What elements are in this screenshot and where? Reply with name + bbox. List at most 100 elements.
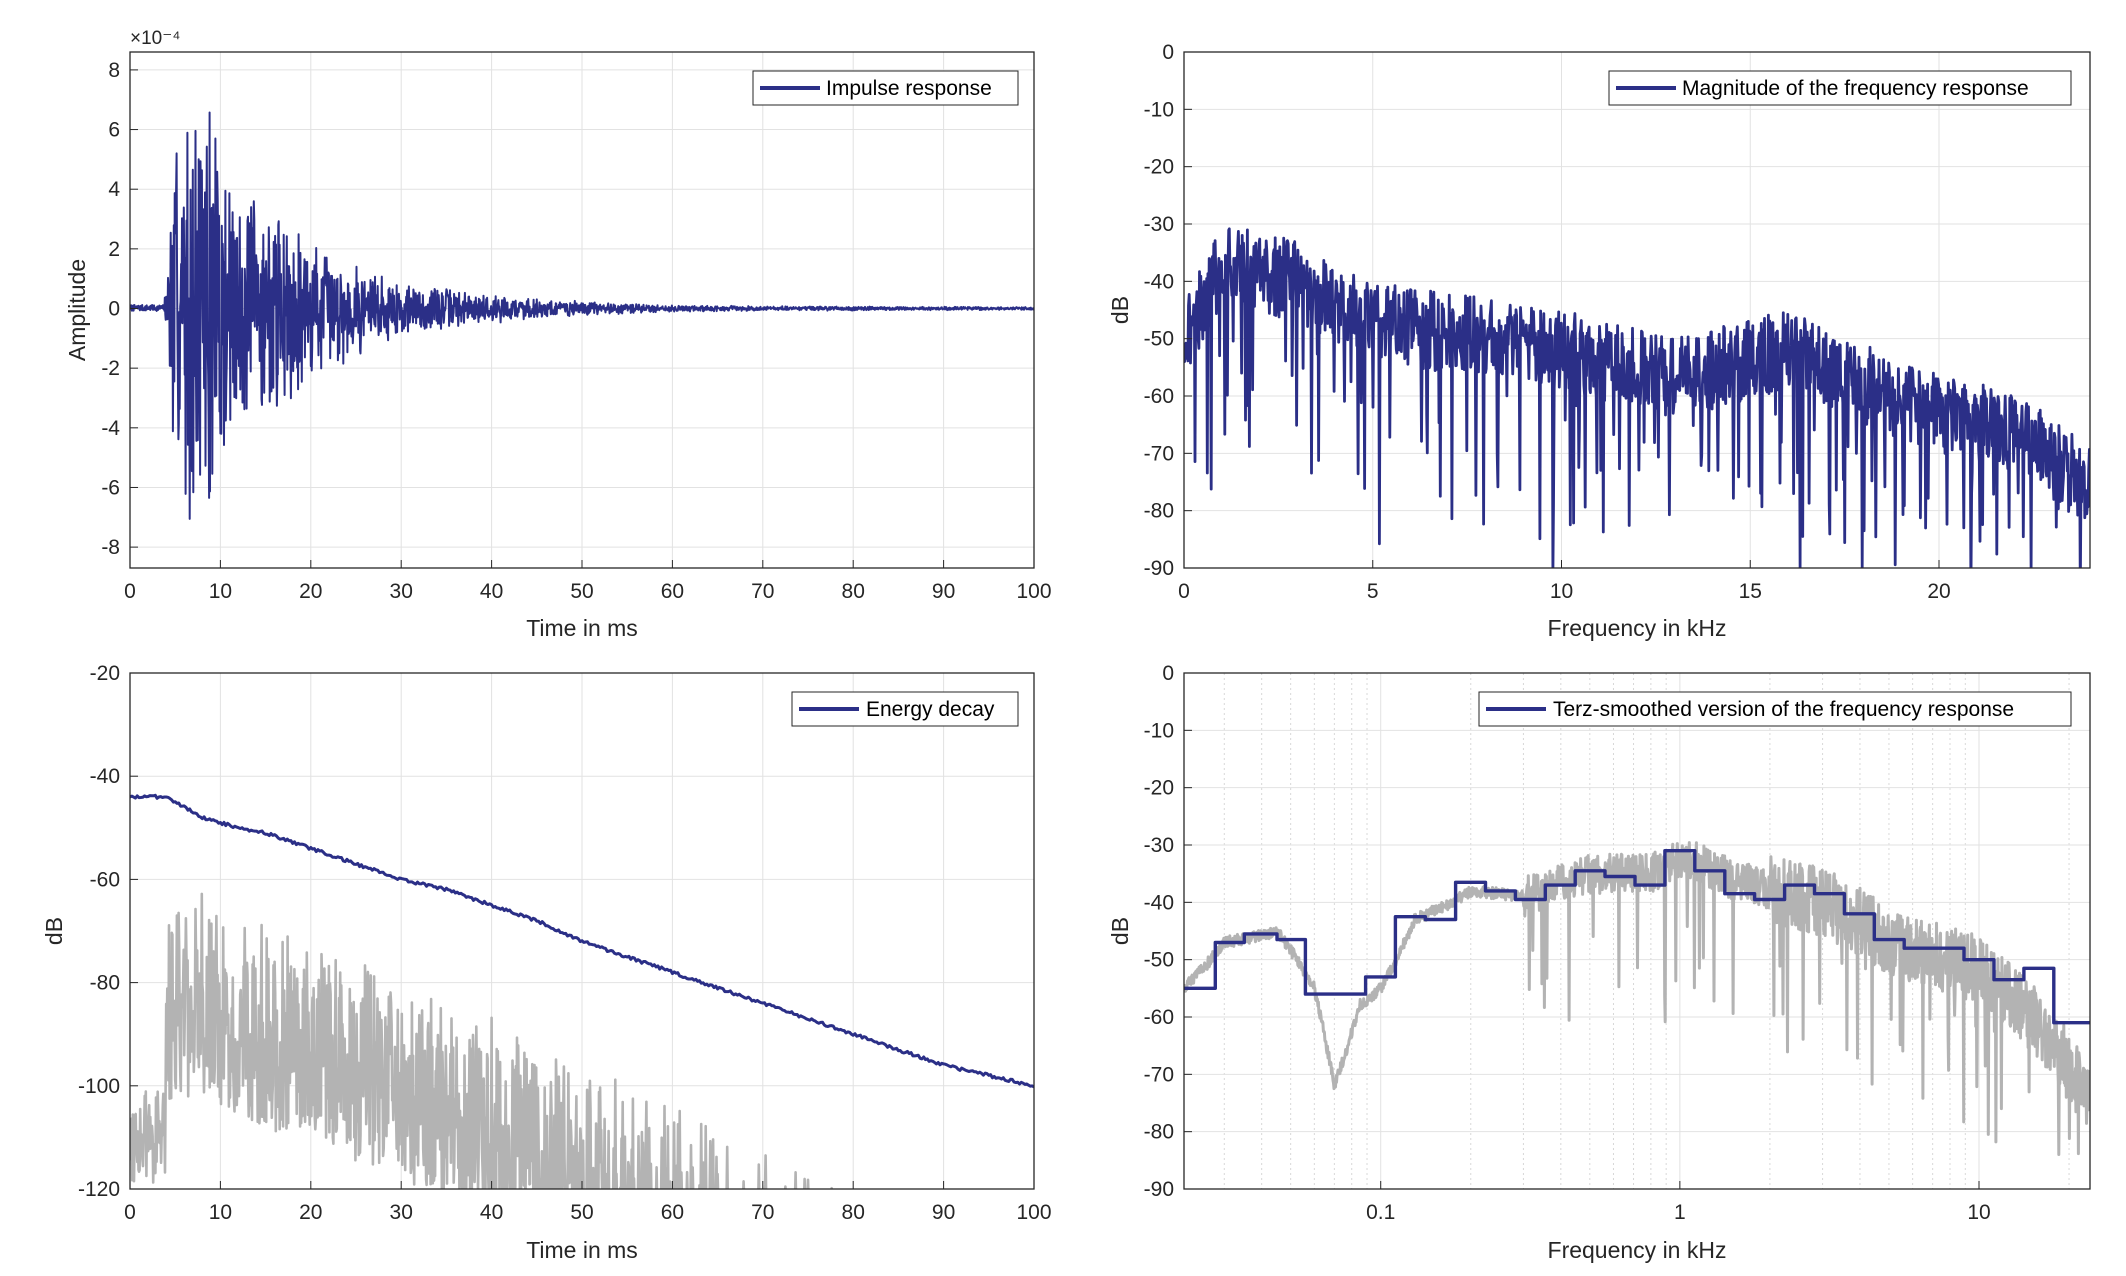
x-tick-label: 90 (932, 580, 955, 603)
y-tick-label: 8 (108, 59, 120, 82)
y-tick-label: 0 (1162, 662, 1174, 685)
x-tick-label: 0.1 (1366, 1201, 1395, 1224)
y-tick-label: -80 (1144, 500, 1174, 523)
legend: Magnitude of the frequency response (1608, 70, 2072, 106)
y-tick-label: -20 (1144, 156, 1174, 179)
y-exponent: ×10⁻⁴ (130, 28, 180, 49)
y-tick-label: -50 (1144, 328, 1174, 351)
y-tick-label: -120 (78, 1178, 120, 1201)
y-tick-label: -2 (101, 357, 120, 380)
y-tick-label: -10 (1144, 98, 1174, 121)
x-tick-label: 10 (209, 580, 232, 603)
series-terz-smoothed (1184, 849, 2090, 1025)
y-axis-label: dB (1107, 917, 1133, 945)
x-axis-label: Time in ms (526, 615, 638, 641)
y-tick-label: -40 (1144, 891, 1174, 914)
y-axis-label: Amplitude (64, 259, 90, 361)
x-tick-label: 80 (842, 1201, 865, 1224)
y-tick-label: -90 (1144, 1178, 1174, 1201)
x-tick-label: 100 (1016, 580, 1051, 603)
legend: Energy decay (791, 691, 1019, 727)
x-tick-label: 5 (1367, 580, 1379, 603)
x-tick-label: 20 (299, 580, 322, 603)
legend: Impulse response (752, 70, 1019, 106)
x-tick-label: 50 (570, 1201, 593, 1224)
series-magnitude (1184, 227, 2090, 568)
x-axis-label: Frequency in kHz (1548, 1237, 1727, 1263)
x-tick-label: 1 (1674, 1201, 1686, 1224)
y-tick-label: 0 (1162, 41, 1174, 64)
legend-box (1478, 691, 2072, 727)
legend-label: Magnitude of the frequency response (1682, 77, 2029, 100)
y-tick-label: -70 (1144, 442, 1174, 465)
x-tick-label: 15 (1739, 580, 1762, 603)
y-tick-label: -8 (101, 536, 120, 559)
panel-terz-smoothed-frequency-response: 0.1 1 10 0 -10 -20 -30 -40 -50 -60 -70 -80 -90 Frequ… (1107, 662, 2091, 1263)
y-axis-label: dB (1107, 296, 1133, 324)
x-tick-label: 20 (299, 1201, 322, 1224)
x-tick-label: 70 (751, 580, 774, 603)
series-raw-frequency-response (1184, 841, 2090, 1156)
x-tick-label: 0 (124, 580, 136, 603)
y-tick-label: -90 (1144, 557, 1174, 580)
series-impulse-response (130, 111, 1034, 520)
y-tick-label: -50 (1144, 949, 1174, 972)
legend-box (1608, 70, 2072, 106)
legend-label: Terz-smoothed version of the frequency r… (1553, 698, 2014, 721)
y-tick-label: -10 (1144, 719, 1174, 742)
series-layer (1184, 227, 2090, 568)
y-tick-label: -30 (1144, 834, 1174, 857)
series-instantaneous-energy (130, 892, 834, 1189)
y-tick-label: -4 (101, 417, 120, 440)
x-tick-label: 60 (661, 580, 684, 603)
x-tick-label: 10 (209, 1201, 232, 1224)
legend: Terz-smoothed version of the frequency r… (1478, 691, 2072, 727)
tick-labels: 0.1 1 10 0 -10 -20 -30 -40 -50 -60 -70 -80 -90 (1144, 662, 1991, 1224)
x-tick-label: 90 (932, 1201, 955, 1224)
x-axis-label: Frequency in kHz (1548, 615, 1727, 641)
y-tick-label: -20 (90, 662, 120, 685)
y-tick-label: -40 (1144, 270, 1174, 293)
x-tick-label: 10 (1550, 580, 1573, 603)
y-tick-label: 6 (108, 119, 120, 142)
plot-frame (1183, 51, 2091, 569)
panel-impulse-response: 0 10 20 30 40 50 60 70 80 90 100 -8 -6 -4 -2 0 2 4 6 8 ×10⁻… (64, 28, 1052, 641)
x-tick-label: 0 (1178, 580, 1190, 603)
x-axis-label: Time in ms (526, 1237, 638, 1263)
x-tick-label: 70 (751, 1201, 774, 1224)
y-tick-label: -60 (1144, 1006, 1174, 1029)
series-layer (130, 793, 1034, 1189)
y-tick-label: -6 (101, 476, 120, 499)
x-tick-label: 30 (390, 1201, 413, 1224)
x-tick-label: 40 (480, 580, 503, 603)
tick-labels: 0 10 20 30 40 50 60 70 80 90 100 -20 -40 -60 -80 -100 -1… (78, 662, 1052, 1224)
series-energy-decay (130, 793, 1034, 1089)
y-tick-label: -60 (1144, 385, 1174, 408)
y-tick-label: 0 (108, 298, 120, 321)
x-tick-label: 80 (842, 580, 865, 603)
y-tick-label: -30 (1144, 213, 1174, 236)
x-tick-label: 60 (661, 1201, 684, 1224)
y-tick-label: -100 (78, 1075, 120, 1098)
x-tick-label: 20 (1927, 580, 1950, 603)
x-tick-label: 10 (1967, 1201, 1990, 1224)
y-tick-label: -80 (90, 972, 120, 995)
series-layer (130, 111, 1034, 520)
y-axis-label: dB (41, 917, 67, 945)
tick-labels: 0 10 20 30 40 50 60 70 80 90 100 -8 -6 -4 -2 0 2 4 6 8 (101, 59, 1051, 603)
y-tick-label: 4 (108, 178, 120, 201)
legend-label: Energy decay (866, 698, 995, 721)
y-tick-label: -80 (1144, 1121, 1174, 1144)
y-tick-label: -20 (1144, 777, 1174, 800)
series-layer (1184, 841, 2090, 1156)
x-tick-label: 100 (1016, 1201, 1051, 1224)
x-tick-label: 40 (480, 1201, 503, 1224)
legend-label: Impulse response (826, 77, 992, 100)
y-tick-label: -40 (90, 765, 120, 788)
x-tick-label: 50 (570, 580, 593, 603)
tick-labels: 0 5 10 15 20 0 -10 -20 -30 -40 -50 -60 -70 -80 -90 (1144, 41, 1951, 603)
panel-energy-decay: 0 10 20 30 40 50 60 70 80 90 100 -20 -40 -60 -80 -100 -1… (41, 662, 1052, 1263)
y-tick-label: -60 (90, 868, 120, 891)
y-tick-label: -70 (1144, 1063, 1174, 1086)
